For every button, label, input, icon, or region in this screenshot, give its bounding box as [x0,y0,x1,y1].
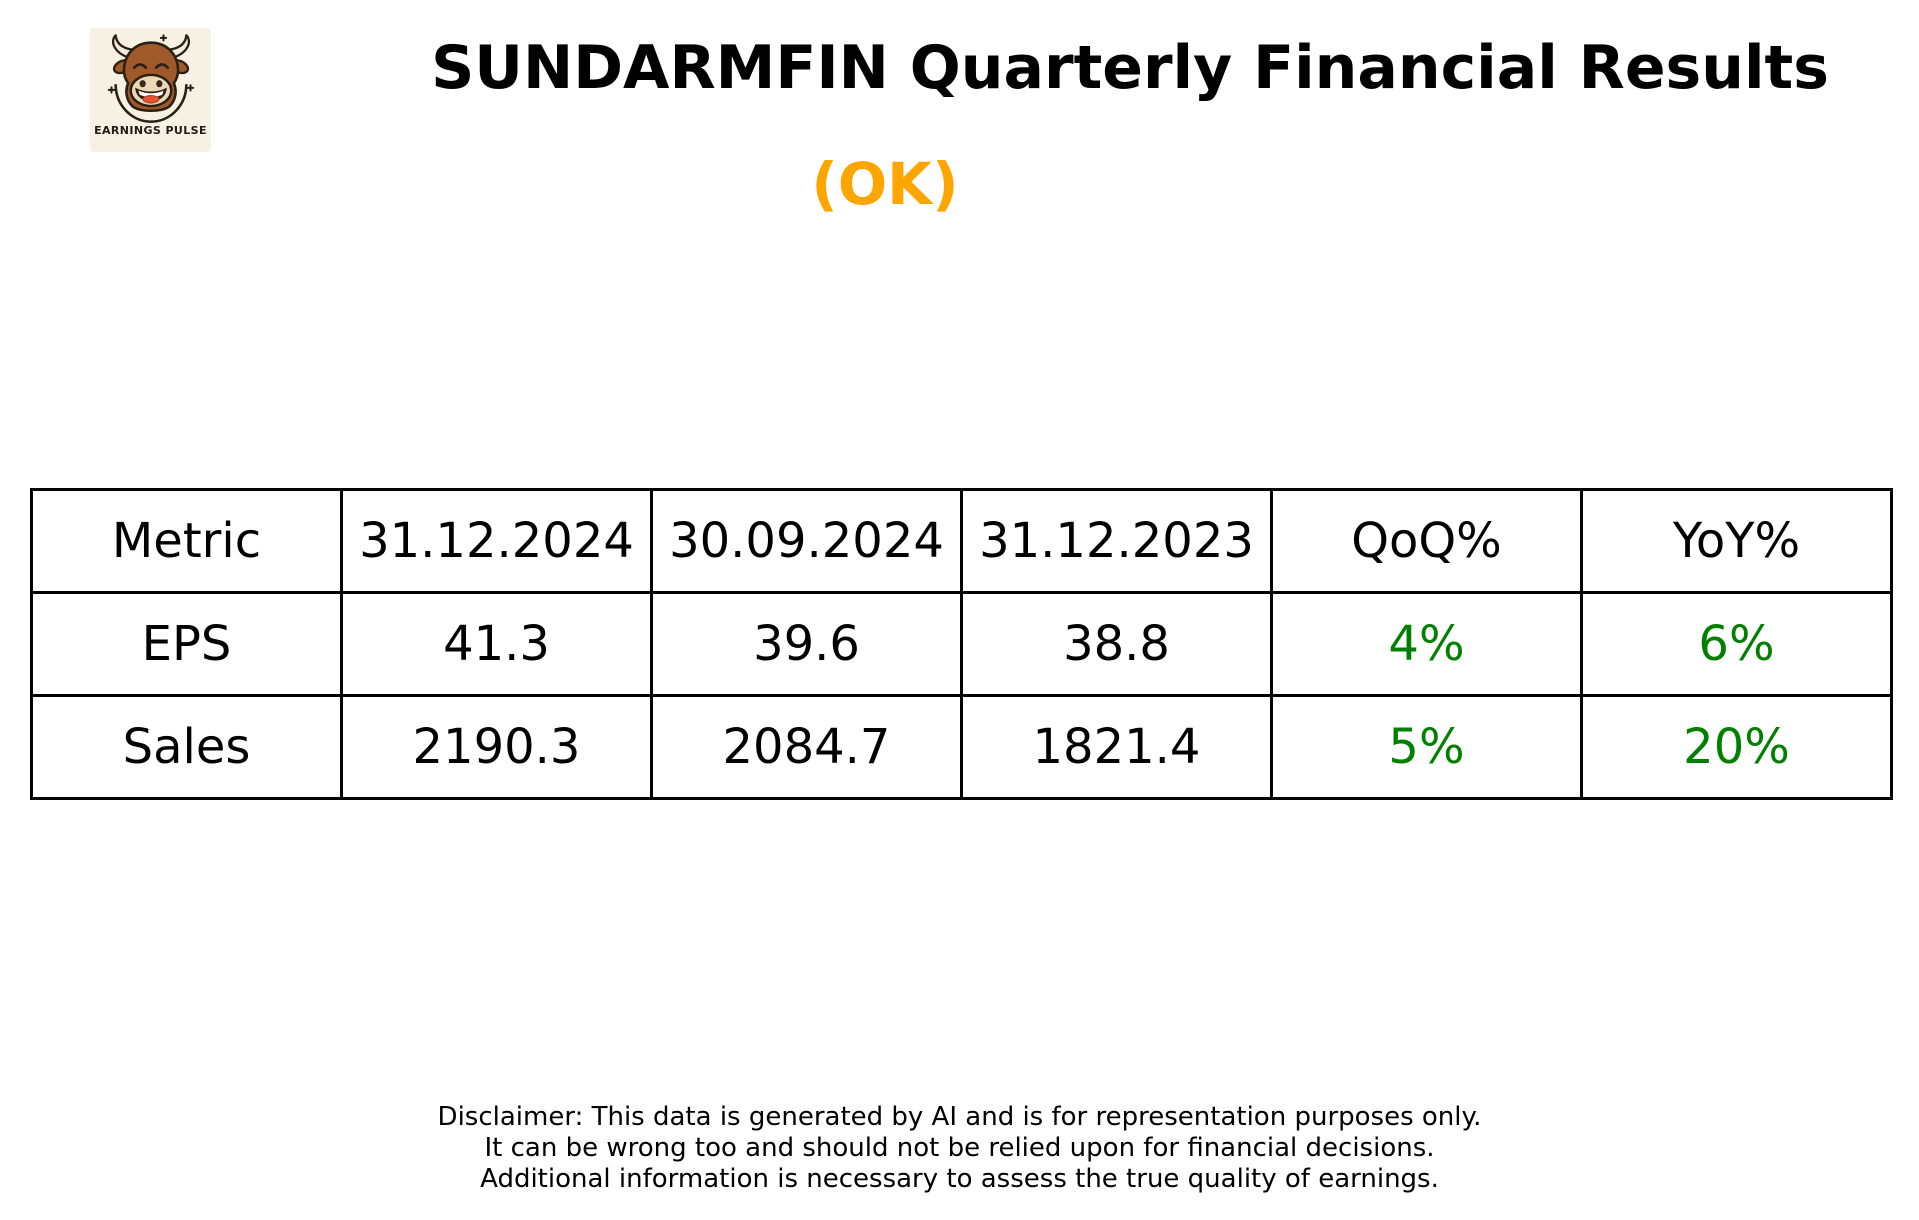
header-cell-q-current: 31.12.2024 [340,488,653,594]
cell-eps-qoq: 4% [1270,591,1583,697]
cell-eps-q-yearago: 38.8 [960,591,1273,697]
table-row-sales: Sales 2190.3 2084.7 1821.4 5% 20% [30,694,1893,800]
laughing-bull-icon [99,28,203,126]
cell-sales-q-current: 2190.3 [340,694,653,800]
earnings-pulse-logo: EARNINGS PULSE [90,28,211,152]
cell-sales-metric: Sales [30,694,343,800]
cell-sales-yoy: 20% [1580,694,1893,800]
disclaimer: Disclaimer: This data is generated by AI… [438,1102,1482,1195]
page-title: SUNDARMFIN Quarterly Financial Results [431,33,1829,103]
table-header-row: Metric 31.12.2024 30.09.2024 31.12.2023 … [30,488,1893,594]
logo-brand-text: EARNINGS PULSE [94,124,207,137]
header-cell-metric: Metric [30,488,343,594]
cell-eps-yoy: 6% [1580,591,1893,697]
disclaimer-line-3: Additional information is necessary to a… [480,1164,1439,1194]
cell-sales-q-previous: 2084.7 [650,694,963,800]
header-cell-q-yearago: 31.12.2023 [960,488,1273,594]
header-cell-qoq: QoQ% [1270,488,1583,594]
cell-sales-qoq: 5% [1270,694,1583,800]
table-row-eps: EPS 41.3 39.6 38.8 4% 6% [30,591,1893,697]
disclaimer-line-1: Disclaimer: This data is generated by AI… [437,1102,1482,1132]
cell-sales-q-yearago: 1821.4 [960,694,1273,800]
disclaimer-line-2: It can be wrong too and should not be re… [484,1133,1435,1163]
header-cell-yoy: YoY% [1580,488,1893,594]
cell-eps-q-previous: 39.6 [650,591,963,697]
verdict-badge: (OK) [811,150,959,218]
header-cell-q-previous: 30.09.2024 [650,488,963,594]
cell-eps-q-current: 41.3 [340,591,653,697]
cell-eps-metric: EPS [30,591,343,697]
financial-results-table: Metric 31.12.2024 30.09.2024 31.12.2023 … [30,488,1893,800]
